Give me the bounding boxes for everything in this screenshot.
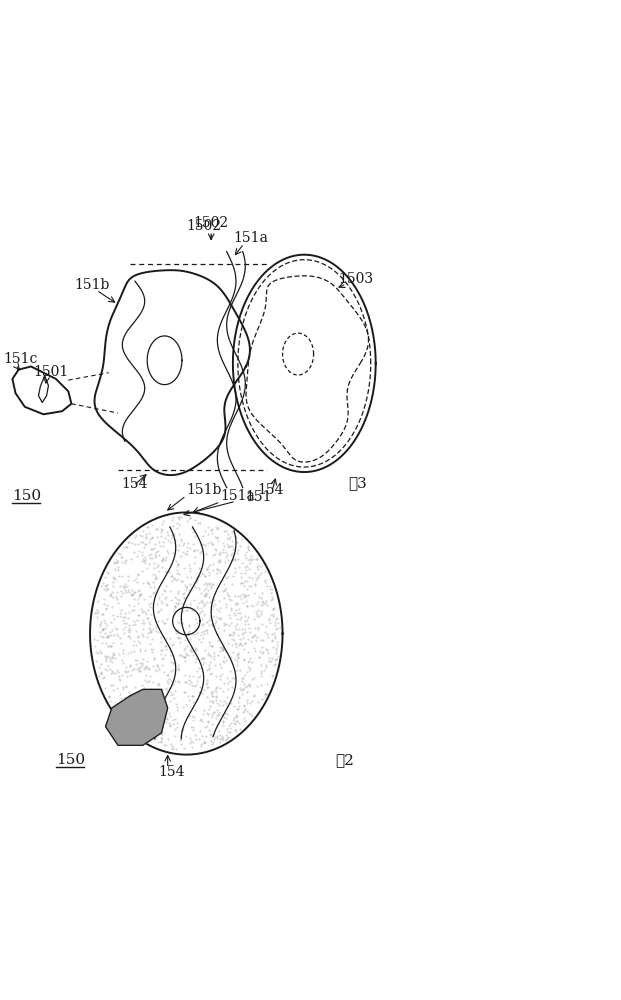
Text: 1501: 1501 [33, 365, 68, 379]
Text: 1502: 1502 [194, 216, 229, 240]
Text: 154: 154 [121, 477, 148, 491]
Text: 151b: 151b [186, 483, 222, 497]
Text: 图2: 图2 [335, 753, 354, 767]
Text: 150: 150 [56, 753, 85, 767]
Text: 图3: 图3 [348, 477, 366, 491]
Text: 1502: 1502 [186, 219, 222, 233]
Text: 154: 154 [258, 483, 284, 497]
Text: 151b: 151b [75, 278, 110, 292]
Text: 151: 151 [245, 490, 272, 504]
Text: 151c: 151c [3, 352, 37, 366]
Polygon shape [106, 689, 168, 745]
Text: 150: 150 [12, 489, 42, 503]
Text: 154: 154 [158, 765, 185, 779]
Text: 1503: 1503 [338, 272, 374, 286]
Text: 151a: 151a [220, 489, 255, 503]
Text: 151a: 151a [233, 231, 268, 245]
